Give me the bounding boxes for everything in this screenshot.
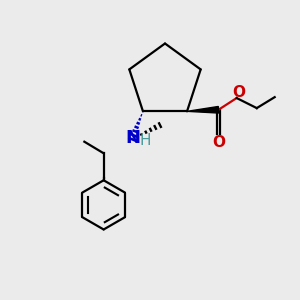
Text: O: O [212, 135, 225, 150]
Text: H: H [140, 133, 151, 148]
Polygon shape [187, 106, 219, 113]
Text: N: N [126, 129, 141, 147]
Text: O: O [232, 85, 245, 100]
